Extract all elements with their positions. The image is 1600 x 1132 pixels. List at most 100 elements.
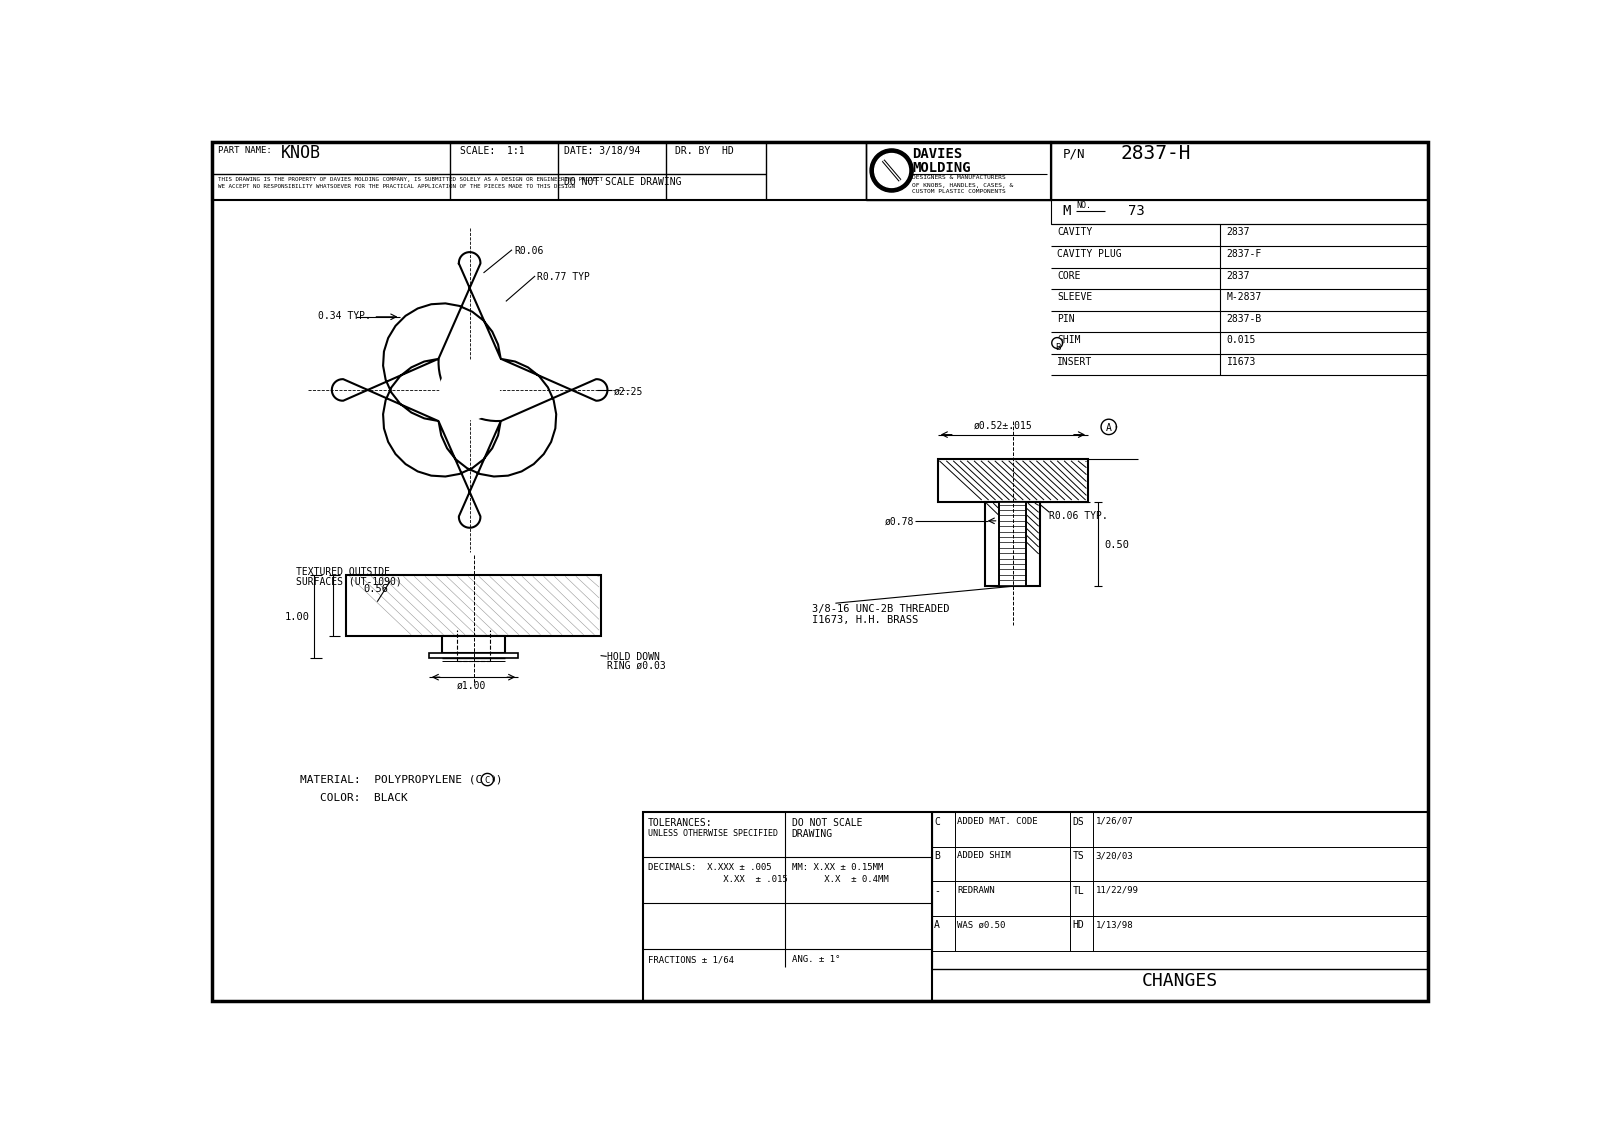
Text: SCALE:  1:1: SCALE: 1:1 (459, 146, 525, 156)
Text: KNOB: KNOB (282, 144, 322, 162)
Text: SURFACES (UT-1090): SURFACES (UT-1090) (296, 576, 402, 586)
Text: WE ACCEPT NO RESPONSIBILITY WHATSOEVER FOR THE PRACTICAL APPLICATION OF THE PIEC: WE ACCEPT NO RESPONSIBILITY WHATSOEVER F… (218, 185, 574, 189)
Text: ADDED SHIM: ADDED SHIM (957, 851, 1011, 860)
Text: 3/20/03: 3/20/03 (1096, 851, 1133, 860)
Text: RING ø0.03: RING ø0.03 (606, 661, 666, 671)
Bar (998, 501, 1026, 586)
Text: DESIGNERS & MANUFACTURERS: DESIGNERS & MANUFACTURERS (912, 175, 1006, 180)
Text: DO NOT SCALE DRAWING: DO NOT SCALE DRAWING (565, 177, 682, 187)
Circle shape (453, 374, 486, 406)
Text: TS: TS (1072, 851, 1085, 861)
Polygon shape (331, 252, 608, 528)
Polygon shape (482, 773, 493, 786)
Text: R0.06: R0.06 (514, 246, 544, 256)
Text: DR. BY  HD: DR. BY HD (675, 146, 734, 156)
Text: 11/22/99: 11/22/99 (1096, 886, 1139, 894)
Text: NO.: NO. (1077, 201, 1091, 211)
Text: CORE: CORE (1058, 271, 1080, 281)
Text: PIN: PIN (1058, 314, 1075, 324)
Circle shape (875, 154, 909, 188)
Text: THIS DRAWING IS THE PROPERTY OF DAVIES MOLDING COMPANY, IS SUBMITTED SOLELY AS A: THIS DRAWING IS THE PROPERTY OF DAVIES M… (218, 177, 603, 181)
Bar (442, 636, 506, 653)
Text: CHANGES: CHANGES (1141, 972, 1218, 990)
Text: DRAWING: DRAWING (792, 829, 832, 839)
Text: 3/8-16 UNC-2B THREADED: 3/8-16 UNC-2B THREADED (813, 604, 950, 614)
Text: TEXTURED OUTSIDE: TEXTURED OUTSIDE (296, 567, 390, 577)
Text: 73: 73 (1128, 204, 1144, 217)
Text: ø0.52±.015: ø0.52±.015 (974, 421, 1032, 431)
Text: ADDED MAT. CODE: ADDED MAT. CODE (957, 816, 1038, 825)
Text: DECIMALS:  X.XXX ± .005: DECIMALS: X.XXX ± .005 (648, 863, 771, 872)
Text: CAVITY PLUG: CAVITY PLUG (1058, 249, 1122, 259)
Text: ø2.25: ø2.25 (614, 387, 643, 397)
Text: INSERT: INSERT (1058, 357, 1093, 367)
Text: CAVITY: CAVITY (1058, 228, 1093, 238)
Bar (938, 460, 1088, 501)
Text: -: - (934, 886, 939, 895)
Text: C: C (485, 775, 490, 784)
Text: 2837-F: 2837-F (1227, 249, 1262, 259)
Text: 2837-B: 2837-B (1227, 314, 1262, 324)
Text: I1673: I1673 (1227, 357, 1256, 367)
Text: 2837: 2837 (1227, 271, 1250, 281)
Text: M: M (1062, 204, 1070, 217)
Text: DATE: 3/18/94: DATE: 3/18/94 (565, 146, 640, 156)
Text: CUSTOM PLASTIC COMPONENTS: CUSTOM PLASTIC COMPONENTS (912, 189, 1006, 194)
Text: MOLDING: MOLDING (912, 161, 971, 175)
Bar (429, 653, 518, 658)
Circle shape (461, 380, 478, 400)
Bar (643, 812, 1429, 1002)
Text: FRACTIONS ± 1/64: FRACTIONS ± 1/64 (648, 955, 733, 964)
Text: ø0.78: ø0.78 (885, 517, 914, 528)
Text: M-2837: M-2837 (1227, 292, 1262, 302)
Polygon shape (1101, 419, 1117, 435)
Circle shape (870, 149, 914, 192)
Text: UNLESS OTHERWISE SPECIFIED: UNLESS OTHERWISE SPECIFIED (648, 829, 778, 838)
Text: 0.56: 0.56 (363, 584, 389, 594)
Text: DAVIES: DAVIES (912, 147, 963, 162)
Text: ANG. ± 1°: ANG. ± 1° (792, 955, 840, 964)
Text: R0.06 TYP.: R0.06 TYP. (1050, 511, 1109, 521)
Text: I1673, H.H. BRASS: I1673, H.H. BRASS (813, 615, 918, 625)
Text: MATERIAL:  POLYPROPYLENE (CLD): MATERIAL: POLYPROPYLENE (CLD) (301, 775, 502, 784)
Text: 0.015: 0.015 (1227, 335, 1256, 345)
Text: HD: HD (1072, 920, 1085, 931)
Text: MM: X.XX ± 0.15MM: MM: X.XX ± 0.15MM (792, 863, 883, 872)
Text: B: B (934, 851, 939, 861)
Text: A: A (1106, 422, 1112, 432)
Text: PART NAME:: PART NAME: (218, 146, 272, 155)
Text: TL: TL (1072, 886, 1085, 895)
Text: DS: DS (1072, 816, 1085, 826)
Text: 2837-H: 2837-H (1120, 144, 1190, 163)
Bar (347, 575, 600, 636)
Text: 0.34 TYP.: 0.34 TYP. (318, 310, 371, 320)
Text: HOLD DOWN: HOLD DOWN (606, 652, 659, 662)
Text: WAS ø0.50: WAS ø0.50 (957, 920, 1005, 929)
Bar (866, 142, 1051, 199)
Text: TOLERANCES:: TOLERANCES: (648, 818, 712, 829)
Text: COLOR:  BLACK: COLOR: BLACK (320, 792, 408, 803)
Text: SHIM: SHIM (1058, 335, 1080, 345)
Text: REDRAWN: REDRAWN (957, 886, 995, 894)
Text: OF KNOBS, HANDLES, CASES, &: OF KNOBS, HANDLES, CASES, & (912, 182, 1014, 188)
Text: B: B (1054, 343, 1061, 352)
Text: P/N: P/N (1062, 147, 1085, 161)
Text: 1/26/07: 1/26/07 (1096, 816, 1133, 825)
Bar (984, 501, 1040, 586)
Text: 0.50: 0.50 (1104, 540, 1130, 550)
Polygon shape (1051, 337, 1062, 349)
Text: X.X  ± 0.4MM: X.X ± 0.4MM (792, 875, 888, 884)
Text: 1.00: 1.00 (285, 612, 310, 623)
Text: ø1.00: ø1.00 (456, 681, 486, 691)
Bar (1051, 142, 1429, 199)
Text: X.XX  ± .015: X.XX ± .015 (648, 875, 787, 884)
Text: 2837: 2837 (1227, 228, 1250, 238)
Bar (1051, 199, 1429, 224)
Bar (211, 142, 1051, 199)
Text: C: C (934, 816, 939, 826)
Text: A: A (934, 920, 939, 931)
Text: 1/13/98: 1/13/98 (1096, 920, 1133, 929)
Text: SLEEVE: SLEEVE (1058, 292, 1093, 302)
Text: DO NOT SCALE: DO NOT SCALE (792, 818, 862, 829)
Circle shape (440, 361, 499, 419)
